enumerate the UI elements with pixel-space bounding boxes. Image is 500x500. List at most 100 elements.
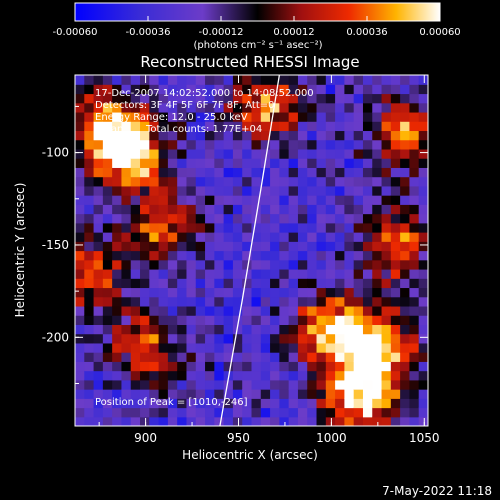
heatmap-cell (344, 352, 355, 362)
heatmap-cell (260, 139, 271, 150)
heatmap-cell (288, 176, 299, 187)
heatmap-cell (177, 305, 188, 316)
heatmap-cell (316, 102, 327, 113)
heatmap-cell (344, 84, 355, 95)
heatmap-cell (186, 333, 197, 344)
heatmap-cell (335, 296, 345, 307)
heatmap-cell (232, 167, 243, 178)
heatmap-cell (335, 361, 345, 372)
heatmap-cell (279, 84, 290, 95)
heatmap-cell (400, 185, 411, 196)
heatmap-cell (400, 139, 411, 150)
heatmap-cell (381, 379, 392, 390)
heatmap-cell (195, 305, 206, 316)
heatmap-cell (344, 111, 355, 122)
heatmap-cell (84, 398, 95, 409)
heatmap-cell (84, 333, 95, 344)
heatmap-cell (214, 139, 225, 150)
heatmap-cell (205, 324, 215, 335)
heatmap-cell (232, 102, 243, 113)
heatmap-cell (260, 278, 271, 289)
heatmap-cell (75, 315, 85, 325)
heatmap-cell (121, 361, 132, 372)
heatmap-cell (279, 102, 290, 113)
heatmap-cell (214, 167, 225, 178)
heatmap-cell (102, 222, 113, 233)
heatmap-cell (205, 296, 215, 307)
heatmap-cell (335, 407, 345, 418)
heatmap-cell (400, 352, 411, 362)
heatmap-cell (75, 167, 85, 178)
heatmap-cell (149, 416, 160, 426)
heatmap-cell (102, 158, 113, 168)
heatmap-cell (344, 75, 355, 85)
heatmap-cell (344, 167, 355, 178)
heatmap-cell (140, 305, 150, 316)
heatmap-cell (279, 324, 290, 335)
heatmap-cell (186, 130, 197, 141)
heatmap-cell (121, 158, 132, 168)
heatmap-cell (400, 204, 411, 215)
heatmap-cell (232, 259, 243, 270)
heatmap-cell (149, 241, 160, 252)
heatmap-cell (177, 75, 188, 85)
heatmap-cell (167, 352, 178, 362)
heatmap-cell (335, 93, 345, 104)
heatmap-cell (149, 148, 160, 159)
heatmap-cell (223, 84, 234, 95)
heatmap-cell (140, 296, 150, 307)
heatmap-cell (177, 407, 188, 418)
heatmap-cell (167, 121, 178, 132)
heatmap-cell (140, 268, 150, 279)
heatmap-cell (325, 130, 336, 141)
heatmap-cell (149, 121, 160, 132)
heatmap-cell (251, 398, 262, 409)
heatmap-cell (251, 121, 262, 132)
heatmap-cell (251, 324, 262, 335)
heatmap-cell (205, 121, 215, 132)
heatmap-cell (335, 185, 345, 196)
heatmap-cell (418, 389, 428, 399)
heatmap-cell (335, 370, 345, 381)
heatmap-cell (158, 176, 169, 187)
heatmap-cell (140, 241, 150, 252)
heatmap-cell (307, 268, 318, 279)
heatmap-cell (242, 259, 253, 270)
heatmap-cell (307, 305, 318, 316)
heatmap-cell (362, 75, 373, 85)
heatmap-cell (140, 213, 150, 224)
heatmap-cell (223, 158, 234, 168)
heatmap-cell (242, 379, 253, 390)
heatmap-cell (149, 259, 160, 270)
heatmap-cell (121, 111, 132, 122)
heatmap-cell (288, 416, 299, 426)
heatmap-cell (325, 398, 336, 409)
heatmap-cell (418, 167, 428, 178)
heatmap-cell (167, 379, 178, 390)
heatmap-cell (297, 195, 308, 205)
heatmap-cell (409, 287, 420, 298)
heatmap-cell (242, 250, 253, 261)
heatmap-cell (93, 305, 104, 316)
heatmap-cell (297, 241, 308, 252)
heatmap-cell (102, 287, 113, 298)
heatmap-cell (409, 204, 420, 215)
heatmap-cell (149, 213, 160, 224)
heatmap-cell (390, 121, 401, 132)
heatmap-cell (232, 361, 243, 372)
heatmap-cell (121, 185, 132, 196)
heatmap-cell (102, 139, 113, 150)
heatmap-cell (307, 398, 318, 409)
heatmap-cell (353, 324, 364, 335)
heatmap-cell (223, 176, 234, 187)
heatmap-cell (390, 213, 401, 224)
heatmap-cell (186, 278, 197, 289)
heatmap-cell (102, 93, 113, 104)
heatmap-cell (232, 148, 243, 159)
heatmap-cell (251, 111, 262, 122)
heatmap-cell (75, 342, 85, 353)
heatmap-cell (372, 148, 383, 159)
heatmap-cell (84, 278, 95, 289)
heatmap-cell (270, 139, 280, 150)
heatmap-cell (84, 370, 95, 381)
